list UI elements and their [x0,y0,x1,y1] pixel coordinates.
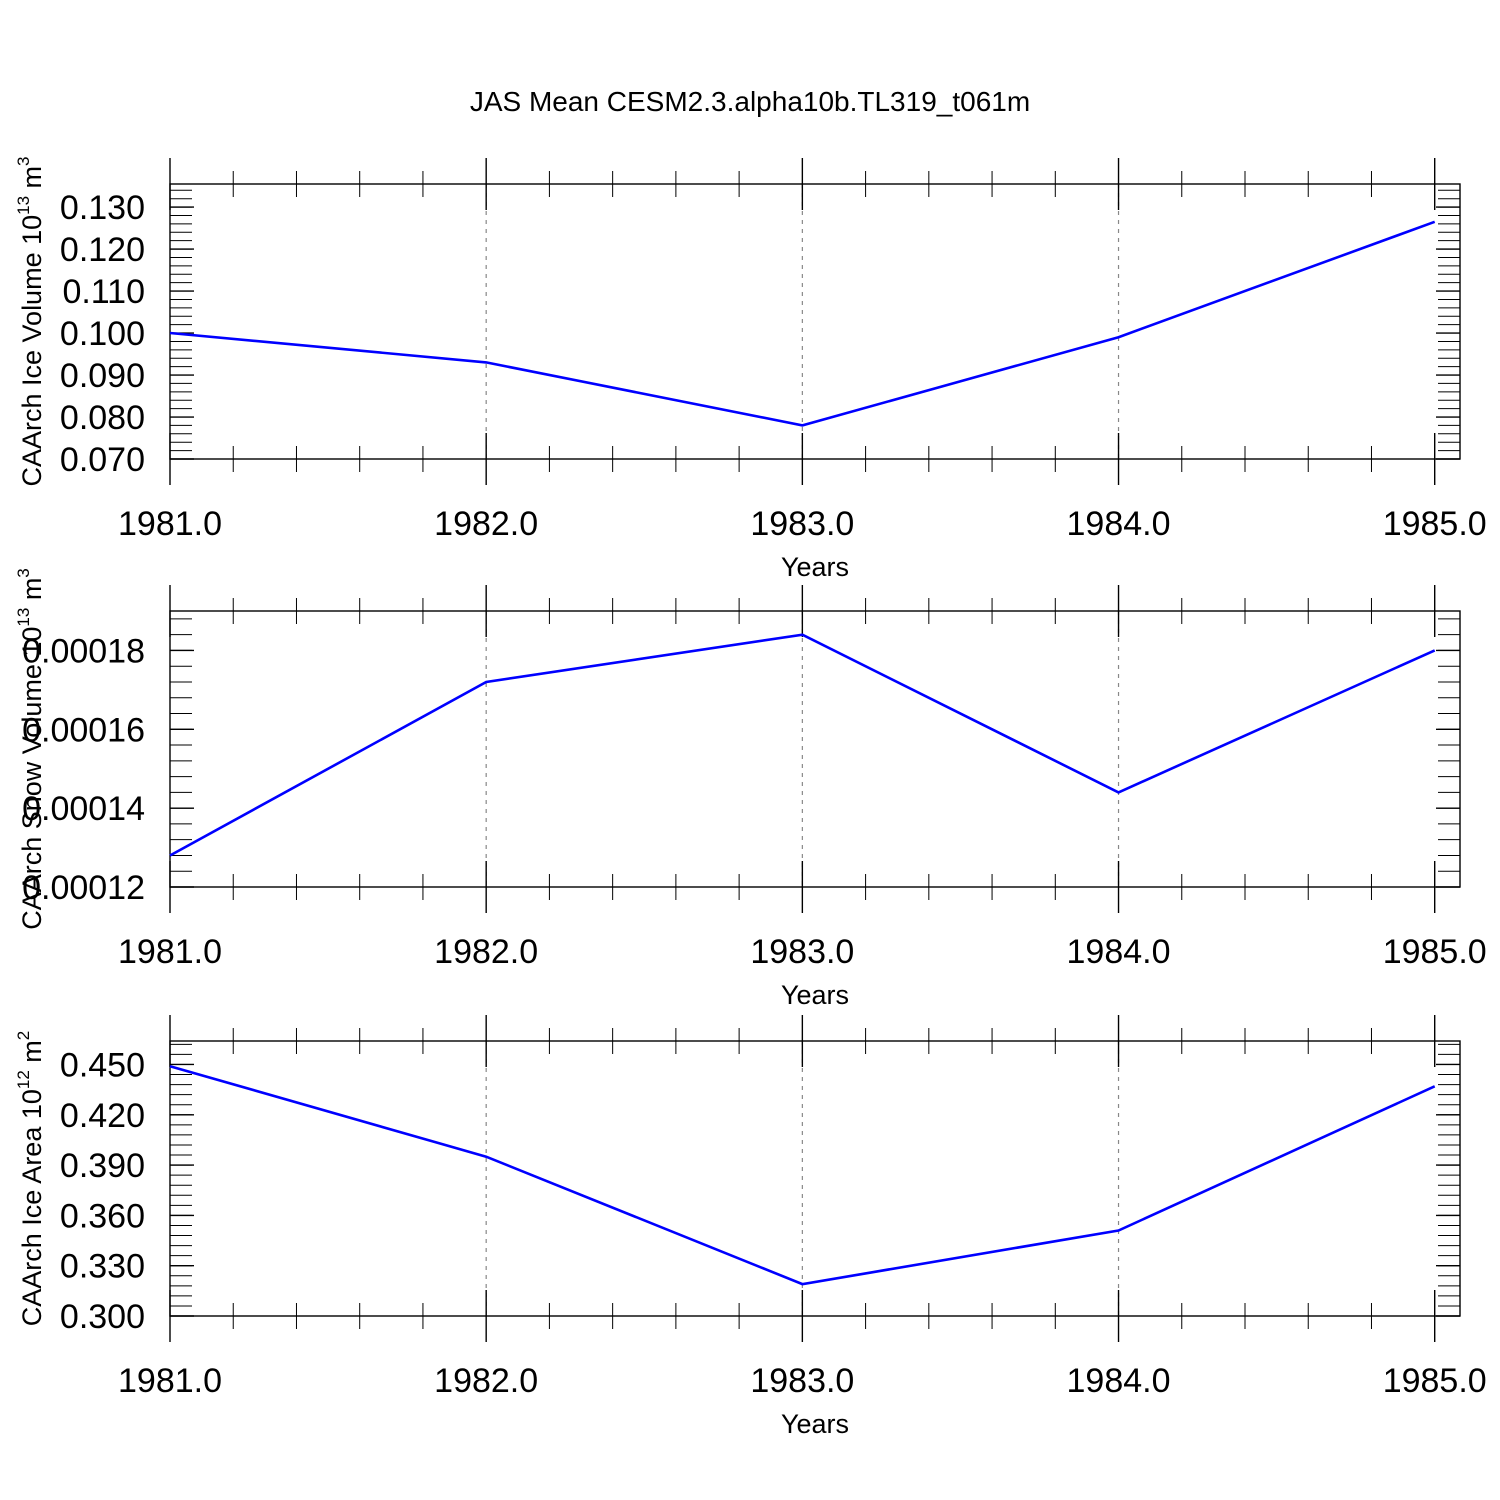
x-axis-label: Years [781,1409,849,1439]
x-tick-label: 1983.0 [750,505,854,543]
x-tick-label: 1984.0 [1067,933,1171,971]
y-axis-label-unit: m [17,578,47,608]
y-tick-label: 0.110 [62,273,145,311]
x-tick-label: 1985.0 [1383,505,1487,543]
x-tick-label: 1983.0 [750,933,854,971]
x-tick-label: 1983.0 [750,1362,854,1400]
y-axis-label-exponent: 12 [14,1070,33,1089]
x-axis-label: Years [781,552,849,582]
y-axis-label: CAArch Ice Area 1012 m2 [14,1031,47,1327]
y-tick-label: 0.090 [60,357,145,395]
y-tick-label: 0.450 [60,1046,145,1084]
x-tick-label: 1981.0 [118,933,222,971]
y-tick-label: 0.390 [60,1147,145,1185]
y-tick-label: 0.130 [60,189,145,227]
y-tick-label: 0.070 [60,441,145,479]
y-axis-label-unit-exponent: 3 [14,156,33,165]
x-tick-label: 1984.0 [1067,505,1171,543]
panel-snow-volume: 0.00012 0.00014 0.00016 0.00018 1981.0 1982.0… [14,568,1487,1010]
x-axis-label: Years [781,980,849,1010]
x-tick-label: 1985.0 [1383,1362,1487,1400]
y-axis-label-unit-exponent: 3 [14,568,33,577]
series-line [169,633,1436,857]
series-line [169,1064,1436,1286]
x-tick-label: 1982.0 [434,933,538,971]
y-axis-label-text: CAArch Ice Volume 10 [17,215,47,487]
y-tick-label: 0.00014 [22,790,145,828]
y-axis-label-exponent: 13 [14,196,33,215]
y-tick-label: 0.360 [60,1197,145,1235]
y-axis-label-exponent: 13 [14,608,33,627]
y-tick-label: 0.300 [60,1298,145,1336]
x-tick-label: 1985.0 [1383,933,1487,971]
y-axis-label-unit: m [17,166,47,196]
y-axis-label-unit: m [17,1040,47,1070]
panel-ice-volume: 0.070 0.080 0.090 0.100 0.110 0.120 0.130 1981.… [14,156,1487,582]
y-tick-label: 0.080 [60,399,145,437]
plot-frame [169,183,1461,460]
x-tick-label: 1982.0 [434,1362,538,1400]
y-axis-label-text: CAArch Ice Area 10 [17,1089,47,1326]
plot-frame [169,610,1461,888]
y-axis-label: CAArch Snow Volume 1013 m3 [14,568,47,930]
y-axis-label-text: CAArch Snow Volume 10 [17,627,47,930]
x-tick-label: 1984.0 [1067,1362,1171,1400]
plot-frame [169,1040,1461,1317]
x-tick-label: 1981.0 [118,1362,222,1400]
y-tick-label: 0.00012 [22,869,145,907]
panel-ice-area: 0.300 0.330 0.360 0.390 0.420 0.450 1981.0 1982… [14,1015,1487,1439]
y-tick-label: 0.330 [60,1248,145,1286]
figure-title: JAS Mean CESM2.3.alpha10b.TL319_t061m [470,86,1030,117]
x-tick-label: 1982.0 [434,505,538,543]
y-tick-label: 0.00016 [22,711,145,749]
y-tick-label: 0.120 [60,231,145,269]
y-tick-label: 0.00018 [22,632,145,670]
y-tick-label: 0.100 [60,315,145,353]
y-tick-label: 0.420 [60,1097,145,1135]
y-axis-label: CAArch Ice Volume 1013 m3 [14,156,47,486]
series-line [169,220,1436,427]
y-axis-label-unit-exponent: 2 [14,1031,33,1040]
x-tick-label: 1981.0 [118,505,222,543]
